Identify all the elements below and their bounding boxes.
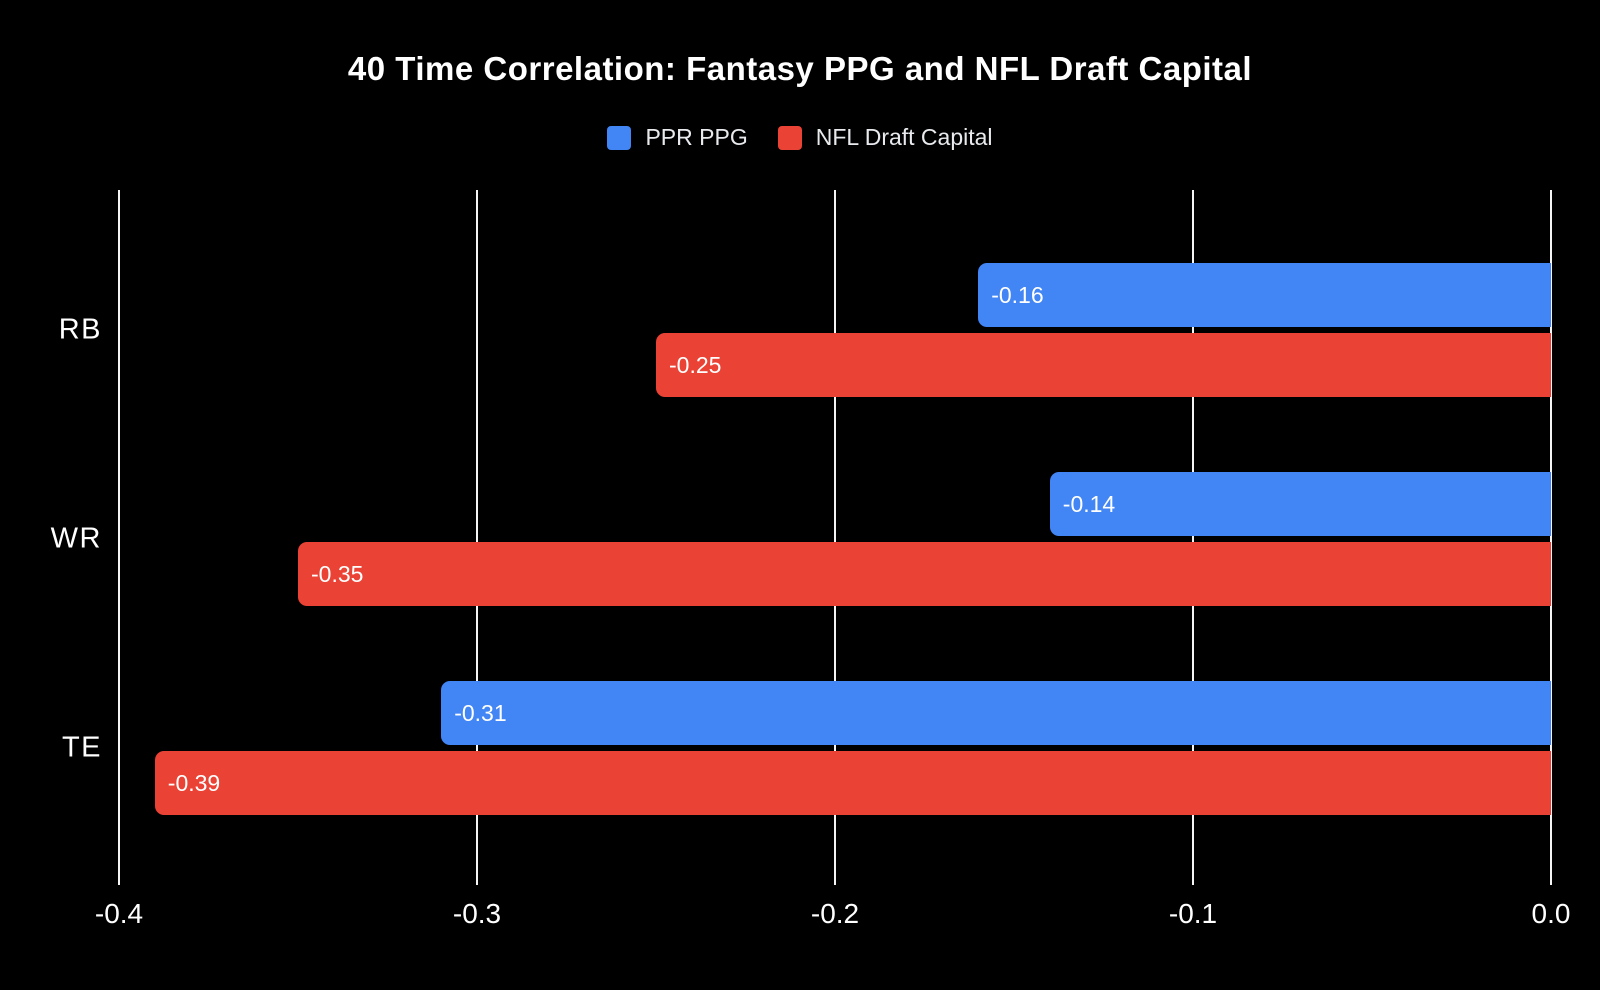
bar-value-label: -0.35 [311,560,364,587]
bar-te-ppr-ppg[interactable]: -0.31 [441,681,1551,745]
gridline [118,190,120,885]
legend-label: NFL Draft Capital [815,124,993,150]
bar-value-label: -0.25 [669,351,722,378]
category-label-rb: RB [58,313,102,346]
legend-item-nfl-draft-capital[interactable]: NFL Draft Capital [777,124,993,151]
bar-rb-ppr-ppg[interactable]: -0.16 [978,263,1551,327]
x-tick-label: -0.3 [452,898,502,929]
x-tick-label: -0.2 [810,898,860,929]
chart-title: 40 Time Correlation: Fantasy PPG and NFL… [347,50,1253,87]
legend-label: PPR PPG [645,124,748,150]
category-label-wr: WR [50,522,102,555]
bar-value-label: -0.39 [167,769,221,796]
plot-area: -0.16 -0.14 -0.31 -0.25 -0.35 -0.39 [118,190,1552,885]
bar-value-label: -0.16 [991,281,1044,308]
category-label-te: TE [61,731,102,764]
legend-swatch-nfl-draft-capital [777,125,802,150]
bar-wr-ppr-ppg[interactable]: -0.14 [1049,472,1551,536]
bar-value-label: -0.31 [454,699,507,726]
bar-wr-nfl-draft-capital[interactable]: -0.35 [298,542,1551,606]
category-axis: RB WR TE [0,190,102,885]
bar-value-label: -0.14 [1062,490,1116,517]
gridline [834,190,836,885]
legend-swatch-ppr-ppg [607,125,632,150]
bar-te-nfl-draft-capital[interactable]: -0.39 [154,751,1551,815]
bar-rb-nfl-draft-capital[interactable]: -0.25 [656,333,1551,397]
x-tick-label: -0.4 [94,898,144,929]
gridline [1192,190,1194,885]
x-axis: -0.4 -0.3 -0.2 -0.1 0.0 [95,898,1571,940]
x-tick-label: 0.0 [1531,898,1571,929]
gridline [1550,190,1552,885]
legend: PPR PPG NFL Draft Capital [0,124,1600,151]
gridline [476,190,478,885]
x-tick-label: -0.1 [1168,898,1218,929]
legend-item-ppr-ppg[interactable]: PPR PPG [607,124,748,151]
